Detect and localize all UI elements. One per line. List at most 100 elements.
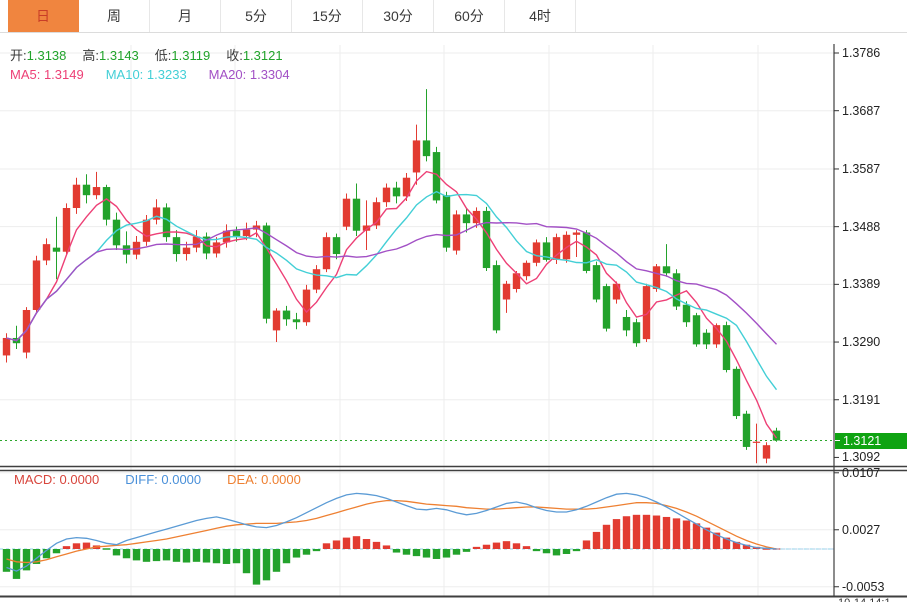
diff-line (6, 492, 777, 572)
candle-body-up (182, 247, 191, 255)
time-axis-label-clipped: 10-14 14:1 (838, 597, 904, 602)
candle-body-up (472, 210, 481, 224)
macd-bar-negative (232, 549, 241, 564)
ma-legend-item: MA10: 1.3233 (106, 67, 187, 82)
macd-bar-positive (382, 545, 391, 549)
macd-bar-negative (392, 549, 401, 553)
macd-bar-positive (742, 544, 751, 549)
macd-bar-negative (562, 549, 571, 554)
macd-bar-negative (172, 549, 181, 562)
macd-bar-negative (202, 549, 211, 563)
macd-plot-area[interactable] (0, 471, 834, 597)
macd-bar-positive (672, 518, 681, 549)
macd-legend-item: MACD: 0.0000 (14, 472, 99, 487)
macd-bar-negative (432, 549, 441, 559)
macd-bar-positive (712, 532, 721, 549)
tab-60min[interactable]: 60分 (434, 0, 505, 32)
macd-bar-positive (592, 531, 601, 549)
tab-5min[interactable]: 5分 (221, 0, 292, 32)
tab-15min[interactable]: 15分 (292, 0, 363, 32)
macd-bar-positive (82, 542, 91, 549)
macd-legend-item: DIFF: 0.0000 (125, 472, 201, 487)
macd-bar-negative (412, 549, 421, 557)
candle-body-down (52, 247, 61, 252)
macd-bar-positive (332, 540, 341, 549)
candle-body-down (542, 242, 551, 260)
macd-bar-positive (722, 537, 731, 549)
macd-bar-positive (372, 541, 381, 549)
candle-body-up (42, 244, 51, 261)
macd-bar-negative (132, 549, 141, 561)
ohlc-legend: 开:1.3138 高:1.3143 低:1.3119 收:1.3121 (10, 45, 283, 64)
candle-body-up (532, 242, 541, 263)
macd-bar-negative (552, 549, 561, 556)
price-axis-label: 1.3092 (842, 450, 881, 465)
tab-month[interactable]: 月 (150, 0, 221, 32)
ma-legend: MA5: 1.3149 MA10: 1.3233 MA20: 1.3304 (10, 67, 290, 82)
candle-body-down (722, 325, 731, 371)
ohlc-value: 1.3138 (26, 48, 67, 63)
ohlc-label: 开: (10, 48, 27, 63)
macd-bar-positive (512, 543, 521, 549)
last-price-tag: 1.3121 (835, 432, 907, 449)
macd-bar-negative (32, 549, 41, 564)
tab-4hour[interactable]: 4时 (505, 0, 576, 32)
ohlc-label: 高: (82, 48, 100, 63)
price-axis-label: 1.3191 (842, 392, 881, 407)
macd-bar-negative (272, 549, 281, 572)
candle-body-down (422, 140, 431, 157)
ma-legend-value: 1.3233 (143, 67, 187, 82)
macd-bar-negative (462, 549, 471, 552)
macd-legend-value: 0.0000 (257, 472, 301, 487)
macd-bar-negative (282, 549, 291, 564)
ma5-line (6, 170, 778, 439)
candle-body-down (482, 210, 491, 269)
main-chart-plot-area[interactable] (0, 33, 834, 466)
macd-legend-item: DEA: 0.0000 (227, 472, 301, 487)
candle-body-down (462, 214, 471, 224)
price-axis-label: 1.3786 (842, 46, 881, 60)
macd-bar-positive (622, 516, 631, 549)
candle-body-down (442, 195, 451, 248)
macd-bar-positive (322, 543, 331, 549)
macd-bar-negative (442, 549, 451, 558)
tab-week[interactable]: 周 (79, 0, 150, 32)
candle-body-up (612, 283, 621, 300)
candle-body-up (242, 229, 251, 236)
candle-body-up (152, 207, 161, 220)
price-tag-tick (835, 440, 840, 442)
macd-bar-negative (42, 549, 51, 559)
candle-body-up (72, 184, 81, 209)
ma-legend-item: MA5: 1.3149 (10, 67, 84, 82)
macd-bar-negative (312, 549, 321, 552)
macd-bar-negative (22, 549, 31, 571)
macd-bar-positive (502, 541, 511, 549)
macd-bar-negative (52, 549, 61, 554)
macd-legend-value: 0.0000 (157, 472, 202, 487)
ma-legend-value: 1.3304 (246, 67, 290, 82)
tab-day[interactable]: 日 (8, 0, 79, 32)
tab-30min[interactable]: 30分 (363, 0, 434, 32)
candle-body-up (752, 441, 761, 443)
macd-bar-negative (572, 549, 581, 552)
candle-body-down (682, 304, 691, 323)
candle-body-up (302, 289, 311, 323)
candle-body-down (332, 237, 341, 255)
macd-bar-positive (522, 546, 531, 549)
candle-body-up (92, 187, 101, 196)
candle-body-up (382, 187, 391, 203)
candle-body-down (692, 315, 701, 345)
macd-bar-negative (212, 549, 221, 564)
candle-body-down (662, 266, 671, 274)
candle-body-up (142, 219, 151, 242)
ma20-line (6, 221, 778, 345)
macd-bar-negative (12, 549, 21, 579)
macd-legend: MACD: 0.0000 DIFF: 0.0000 DEA: 0.0000 (14, 472, 301, 487)
candle-body-up (32, 260, 41, 310)
macd-bar-positive (692, 523, 701, 549)
macd-axis-label: 0.0107 (842, 465, 881, 480)
ohlc-value: 1.3143 (99, 48, 139, 63)
candle-body-up (192, 236, 201, 248)
ohlc-label: 收: (226, 48, 243, 63)
